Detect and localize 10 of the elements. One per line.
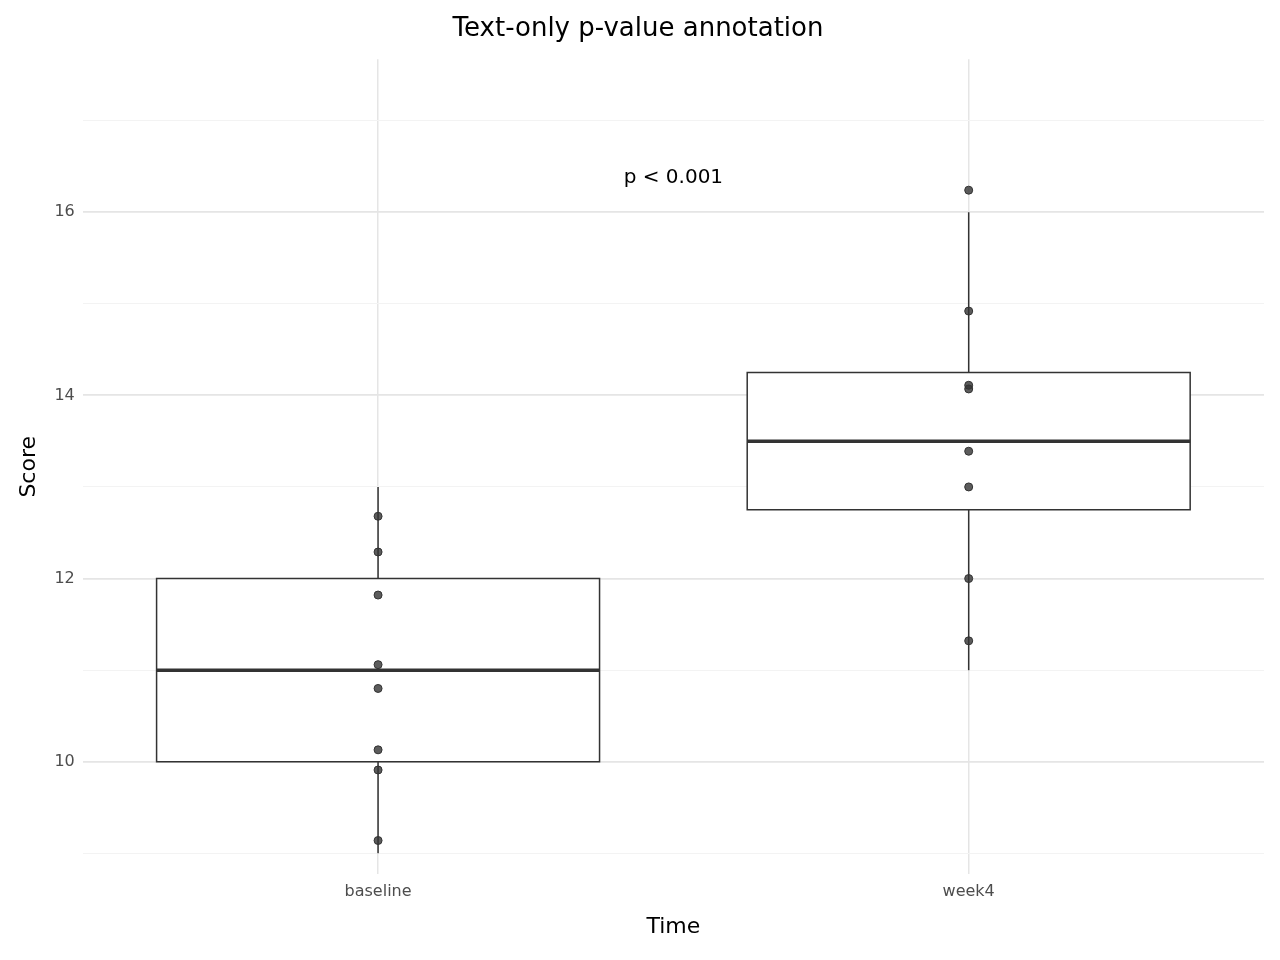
annotation: p < 0.001	[623, 164, 724, 189]
x-axis-title: Time	[645, 912, 701, 938]
y-tick-label: 16	[54, 201, 75, 221]
y-tick-label: 14	[54, 384, 75, 404]
chart-title: Text-only p-value annotation	[451, 12, 824, 43]
y-axis-title: Score	[14, 435, 40, 498]
x-tick-label: week4	[942, 881, 995, 901]
x-tick-label: baseline	[344, 881, 412, 901]
y-tick-label: 10	[54, 750, 75, 770]
y-tick-label: 12	[54, 567, 75, 587]
